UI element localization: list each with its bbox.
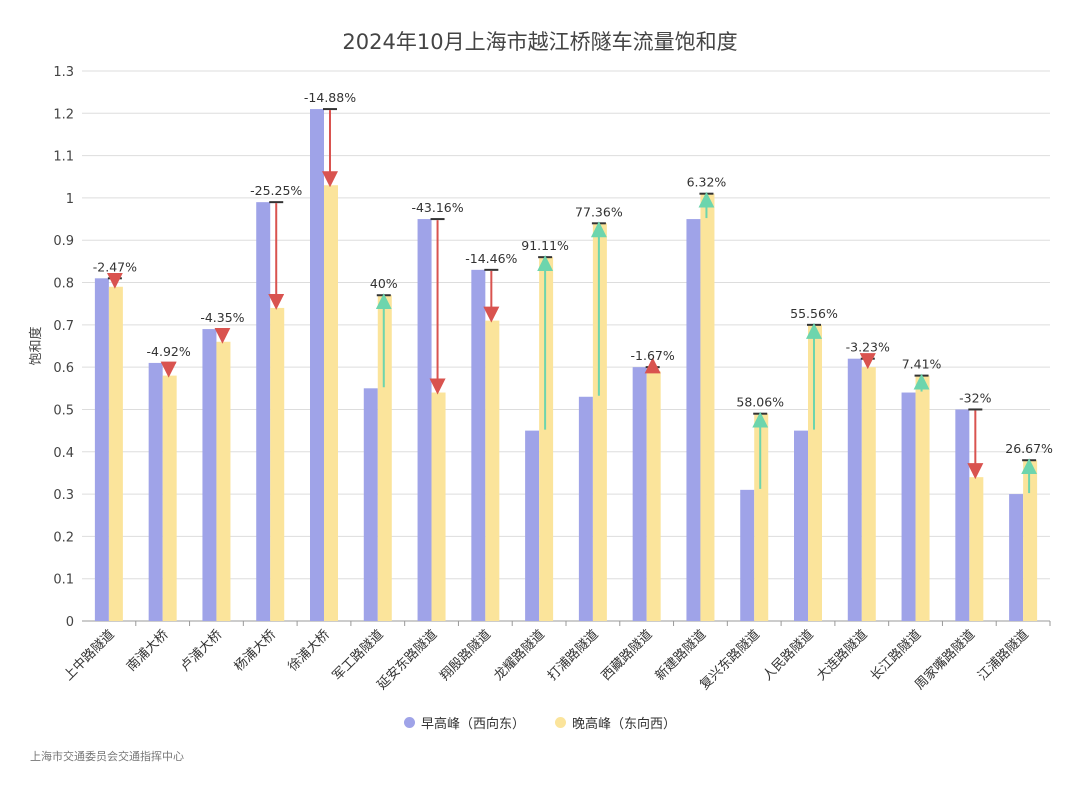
x-tick-label: 军工路隧道 (329, 627, 386, 684)
change-label: -1.67% (631, 348, 675, 363)
bar-morning (632, 367, 647, 621)
bar-evening (162, 375, 177, 621)
bar-morning (202, 329, 217, 621)
change-label: -32% (959, 390, 991, 405)
y-tick-label: 0.3 (53, 488, 74, 503)
legend-label-morning: 早高峰（西向东） (420, 717, 525, 732)
bar-evening (216, 341, 231, 621)
change-label: -2.47% (93, 259, 137, 274)
bar-evening (861, 367, 876, 621)
bar-morning (525, 430, 540, 621)
bar-evening (1023, 460, 1038, 621)
y-tick-label: 1.3 (53, 65, 74, 80)
x-tick-label: 江浦路隧道 (975, 627, 1032, 684)
y-tick-label: 0.2 (53, 530, 74, 545)
legend: 早高峰（西向东） 晚高峰（东向西） (0, 713, 1080, 732)
x-tick-label: 大连路隧道 (813, 627, 870, 684)
y-tick-label: 1.2 (53, 107, 74, 122)
bar-morning (417, 219, 432, 622)
bar-morning (363, 388, 378, 621)
bar-evening (915, 375, 930, 621)
y-tick-label: 0.6 (53, 361, 74, 376)
bar-evening (485, 320, 500, 621)
bar-morning (794, 430, 808, 621)
x-tick-label: 新建路隧道 (652, 627, 709, 684)
change-label: 58.06% (736, 395, 784, 410)
change-label: -14.88% (304, 90, 356, 105)
y-tick-label: 1 (66, 192, 74, 207)
bar-evening (324, 185, 338, 621)
bar-morning (955, 409, 970, 621)
source-note: 上海市交通委员会交通指挥中心 (30, 750, 184, 763)
change-label: 6.32% (687, 175, 727, 190)
bar-morning (310, 109, 324, 622)
bar-morning (578, 396, 593, 621)
legend-swatch-evening (555, 717, 566, 728)
x-tick-label: 西藏路隧道 (598, 627, 655, 684)
bar-evening (108, 286, 123, 621)
change-label: 26.67% (1005, 441, 1053, 456)
bar-evening (270, 307, 285, 621)
bar-morning (740, 489, 755, 621)
legend-label-evening: 晚高峰（东向西） (572, 717, 677, 732)
x-tick-label: 人民路隧道 (760, 627, 817, 684)
bar-morning (686, 219, 701, 622)
change-label: 77.36% (575, 204, 623, 219)
y-tick-label: 0.4 (53, 446, 74, 461)
change-label: -14.46% (465, 251, 517, 266)
bar-morning (256, 202, 271, 621)
x-tick-label: 长江路隧道 (867, 627, 924, 684)
bar-evening (431, 392, 446, 621)
bar-evening (700, 193, 715, 621)
x-tick-label: 打浦路隧道 (544, 627, 601, 684)
y-tick-label: 0.9 (53, 234, 74, 249)
y-tick-label: 0.1 (53, 573, 74, 588)
legend-item-evening[interactable]: 晚高峰（东向西） (555, 713, 676, 732)
x-tick-label: 翔殷路隧道 (437, 627, 494, 684)
change-label: -43.16% (411, 200, 463, 215)
bar-evening (808, 324, 822, 621)
chart-title: 2024年10月上海市越江桥隧车流量饱和度 (342, 30, 738, 54)
x-tick-label: 上中路隧道 (60, 627, 117, 684)
x-tick-label: 龙耀路隧道 (491, 627, 548, 684)
bar-evening (592, 223, 607, 622)
legend-swatch-morning (403, 717, 415, 728)
y-tick-label: 0.5 (53, 403, 74, 418)
bar-evening (754, 413, 769, 621)
change-label: 55.56% (790, 306, 838, 321)
y-tick-label: 0 (66, 615, 74, 630)
bar-evening (539, 257, 554, 621)
y-tick-label: 0.8 (53, 277, 74, 292)
change-label: -4.92% (147, 344, 191, 359)
x-tick-label: 南浦大桥 (123, 627, 171, 675)
bar-evening (646, 371, 661, 621)
change-label: 40% (370, 276, 398, 291)
bar-evening (969, 477, 984, 621)
bar-evening (377, 295, 392, 621)
y-tick-label: 1.1 (53, 150, 74, 165)
x-tick-label: 徐浦大桥 (285, 627, 332, 674)
bar-morning (471, 269, 486, 621)
y-axis-label: 饱和度 (28, 326, 44, 365)
bar-morning (901, 392, 916, 621)
legend-item-morning[interactable]: 早高峰（西向东） (403, 713, 525, 732)
bar-morning (1009, 494, 1024, 621)
x-tick-label: 杨浦大桥 (232, 627, 279, 674)
bar-morning (148, 362, 163, 621)
change-label: -25.25% (250, 183, 302, 198)
x-tick-label: 卢浦大桥 (177, 627, 225, 675)
change-label: 7.41% (902, 357, 942, 372)
change-label: -4.35% (200, 310, 244, 325)
y-tick-label: 0.7 (53, 319, 74, 334)
change-label: -3.23% (846, 340, 890, 355)
bar-morning (94, 278, 109, 621)
bar-morning (847, 358, 862, 621)
change-label: 91.11% (521, 238, 569, 253)
